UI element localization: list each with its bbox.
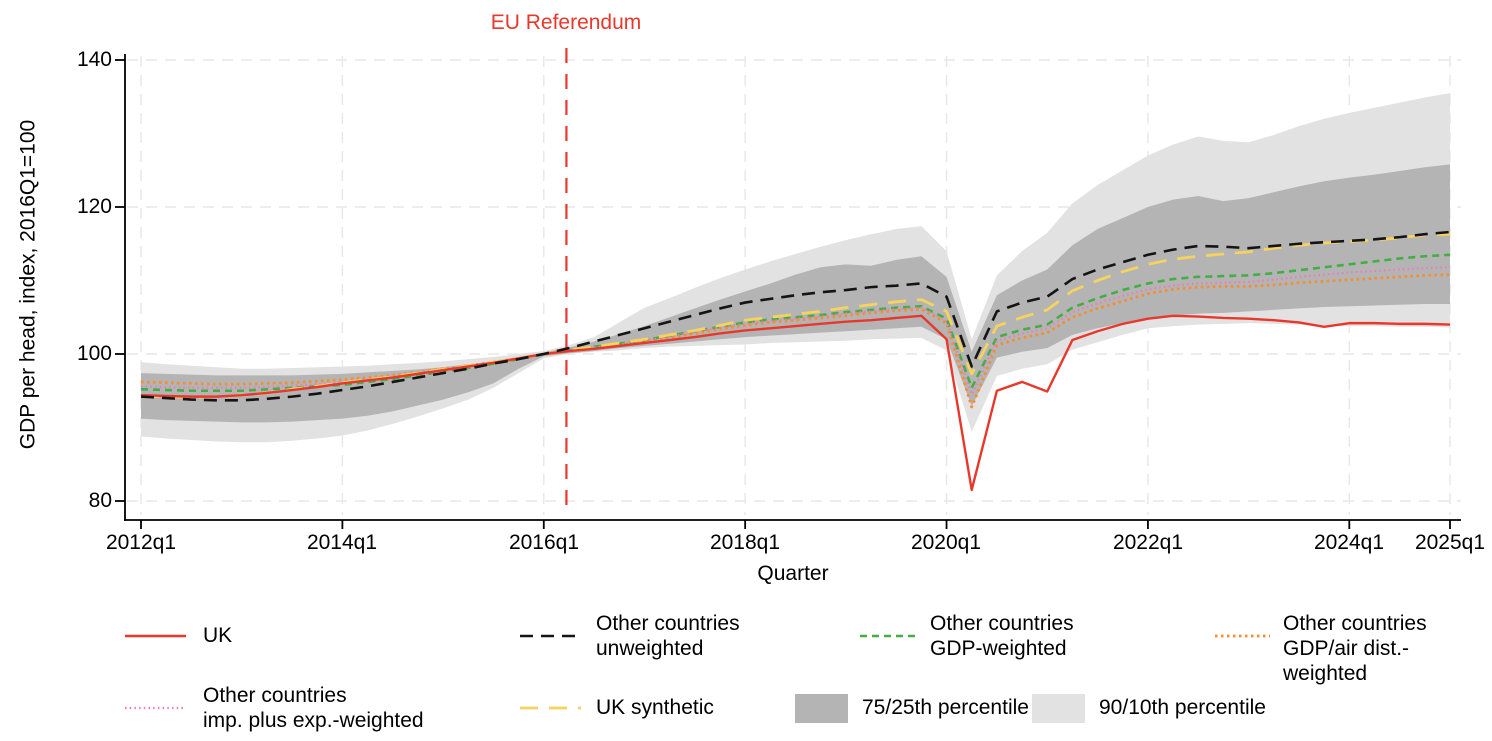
legend-key-gdp-weighted-line — [860, 634, 917, 638]
x-tick-label: 2020q1 — [910, 531, 982, 554]
legend-swatch-75-25-percentile — [795, 694, 848, 723]
x-tick-label: 2025q1 — [1414, 531, 1486, 554]
legend-label-75-25-percentile: 75/25th percentile — [862, 696, 1029, 719]
x-tick-label: 2018q1 — [709, 531, 781, 554]
x-axis-title: Quarter — [757, 562, 829, 585]
y-tick-label: 140 — [76, 48, 112, 71]
x-tick-label: 2024q1 — [1313, 531, 1385, 554]
legend-key-unweighted-line — [520, 634, 581, 638]
legend-label-imp-exp-weighted: Other countries imp. plus exp.-weighted — [203, 684, 424, 732]
legend-label-gdp-air-weighted: Other countries GDP/air dist.-weighted — [1283, 612, 1427, 685]
y-tick-label: 120 — [76, 195, 112, 218]
legend-swatch-90-10-percentile — [1032, 694, 1085, 723]
eu-referendum-label: EU Referendum — [490, 11, 642, 34]
legend-label-uk-synthetic: UK synthetic — [596, 696, 714, 719]
legend-label-90-10-percentile: 90/10th percentile — [1099, 696, 1266, 719]
y-tick-label: 80 — [88, 489, 112, 512]
legend-label-unweighted: Other countries unweighted — [596, 612, 740, 660]
plot-area — [115, 48, 1461, 529]
y-tick-label: 100 — [76, 342, 112, 365]
x-tick-label: 2022q1 — [1112, 531, 1184, 554]
x-tick-label: 2012q1 — [105, 531, 177, 554]
y-axis-title: GDP per head, index, 2016Q1=100 — [16, 119, 40, 450]
legend-key-imp-exp-weighted-line — [125, 706, 186, 710]
x-tick-label: 2014q1 — [306, 531, 378, 554]
legend-key-uk-synthetic-line — [520, 706, 581, 710]
legend-key-uk-line — [125, 634, 186, 638]
legend-label-uk: UK — [203, 624, 233, 647]
legend-key-gdp-air-weighted-line — [1215, 634, 1270, 638]
legend-label-gdp-weighted: Other countries GDP-weighted — [930, 612, 1074, 660]
x-tick-label: 2016q1 — [508, 531, 580, 554]
